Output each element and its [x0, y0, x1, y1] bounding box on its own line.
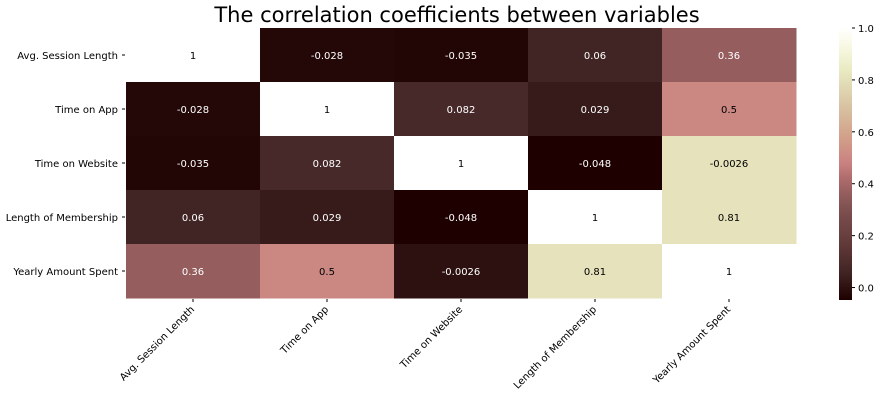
column-label: Avg. Session Length [118, 304, 197, 383]
colorbar-tick-label: 0.6 [858, 128, 874, 139]
cell-value-label: -0.035 [177, 159, 209, 170]
cell-value-label: 1 [190, 51, 196, 62]
cell-value-label: 0.029 [313, 213, 342, 224]
cell-value-label: 0.029 [581, 105, 610, 116]
cell-value-label: -0.028 [177, 105, 209, 116]
heatmap-cell [394, 190, 529, 245]
heatmap-cell [260, 190, 395, 245]
cell-value-label: -0.035 [445, 51, 477, 62]
row-label: Time on Website [34, 159, 118, 170]
column-label: Time on Website [398, 304, 465, 371]
column-label: Yearly Amount Spent [651, 304, 734, 387]
heatmap-cell [394, 244, 529, 299]
cell-value-label: 0.36 [718, 51, 740, 62]
heatmap-cell [662, 28, 797, 83]
heatmap-cell [394, 28, 529, 83]
row-label: Yearly Amount Spent [12, 267, 118, 278]
heatmap-cell [528, 28, 663, 83]
cell-value-label: 0.81 [718, 213, 740, 224]
colorbar-tick-label: 1.0 [858, 24, 874, 35]
heatmap-cell [528, 190, 663, 245]
heatmap-cell [662, 190, 797, 245]
cell-value-label: 0.5 [721, 105, 737, 116]
heatmap-cell [260, 244, 395, 299]
cell-value-label: -0.048 [445, 213, 477, 224]
row-labels: Avg. Session Length Time on App Time on We… [6, 51, 125, 278]
cell-value-label: 0.06 [182, 213, 204, 224]
cell-value-label: 1 [592, 213, 598, 224]
column-label: Time on App [278, 304, 331, 357]
row-label: Length of Membership [6, 213, 118, 224]
heatmap-cell [260, 28, 395, 83]
colorbar-tick-label: 0.2 [858, 232, 874, 243]
heatmap-cell [662, 82, 797, 137]
heatmap-cell [260, 136, 395, 191]
cell-value-label: 0.082 [447, 105, 476, 116]
colorbar-tick-label: 0.0 [858, 284, 874, 295]
heatmap-cell [528, 244, 663, 299]
heatmap-cell [260, 82, 395, 137]
heatmap-cell [528, 136, 663, 191]
heatmap-cells: 1 -0.028 -0.035 0.06 0.36 -0.028 1 0.082 0.029 0.… [126, 28, 797, 299]
cell-value-label: 1 [458, 159, 464, 170]
row-label: Time on App [54, 105, 118, 116]
cell-value-label: 0.06 [584, 51, 606, 62]
cell-value-label: -0.028 [311, 51, 343, 62]
column-labels: Avg. Session Length Time on App Time on We… [118, 299, 733, 392]
colorbar-ticks: 0.0 0.2 0.4 0.6 0.8 1.0 [852, 24, 874, 295]
cell-value-label: 0.5 [319, 267, 335, 278]
column-label: Length of Membership [512, 304, 599, 391]
heatmap-cell [126, 28, 261, 83]
heatmap-cell [662, 136, 797, 191]
row-label: Avg. Session Length [17, 51, 118, 62]
cell-value-label: 1 [726, 267, 732, 278]
cell-value-label: -0.048 [579, 159, 611, 170]
heatmap-cell [126, 244, 261, 299]
cell-value-label: 0.81 [584, 267, 606, 278]
heatmap-cell [394, 136, 529, 191]
cell-value-label: 0.082 [313, 159, 342, 170]
heatmap-cell [528, 82, 663, 137]
heatmap-cell [662, 244, 797, 299]
heatmap-cell [394, 82, 529, 137]
colorbar-tick-label: 0.8 [858, 76, 874, 87]
heatmap-cell [126, 82, 261, 137]
colorbar: 0.0 0.2 0.4 0.6 0.8 1.0 [839, 24, 874, 300]
cell-value-label: 0.36 [182, 267, 204, 278]
cell-value-label: 1 [324, 105, 330, 116]
colorbar-tick-label: 0.4 [858, 180, 874, 191]
colorbar-gradient [839, 28, 852, 300]
heatmap-cell [126, 190, 261, 245]
chart-title: The correlation coefficients between var… [213, 3, 699, 27]
cell-value-label: -0.0026 [710, 159, 749, 170]
heatmap-cell [126, 136, 261, 191]
cell-value-label: -0.0026 [442, 267, 481, 278]
